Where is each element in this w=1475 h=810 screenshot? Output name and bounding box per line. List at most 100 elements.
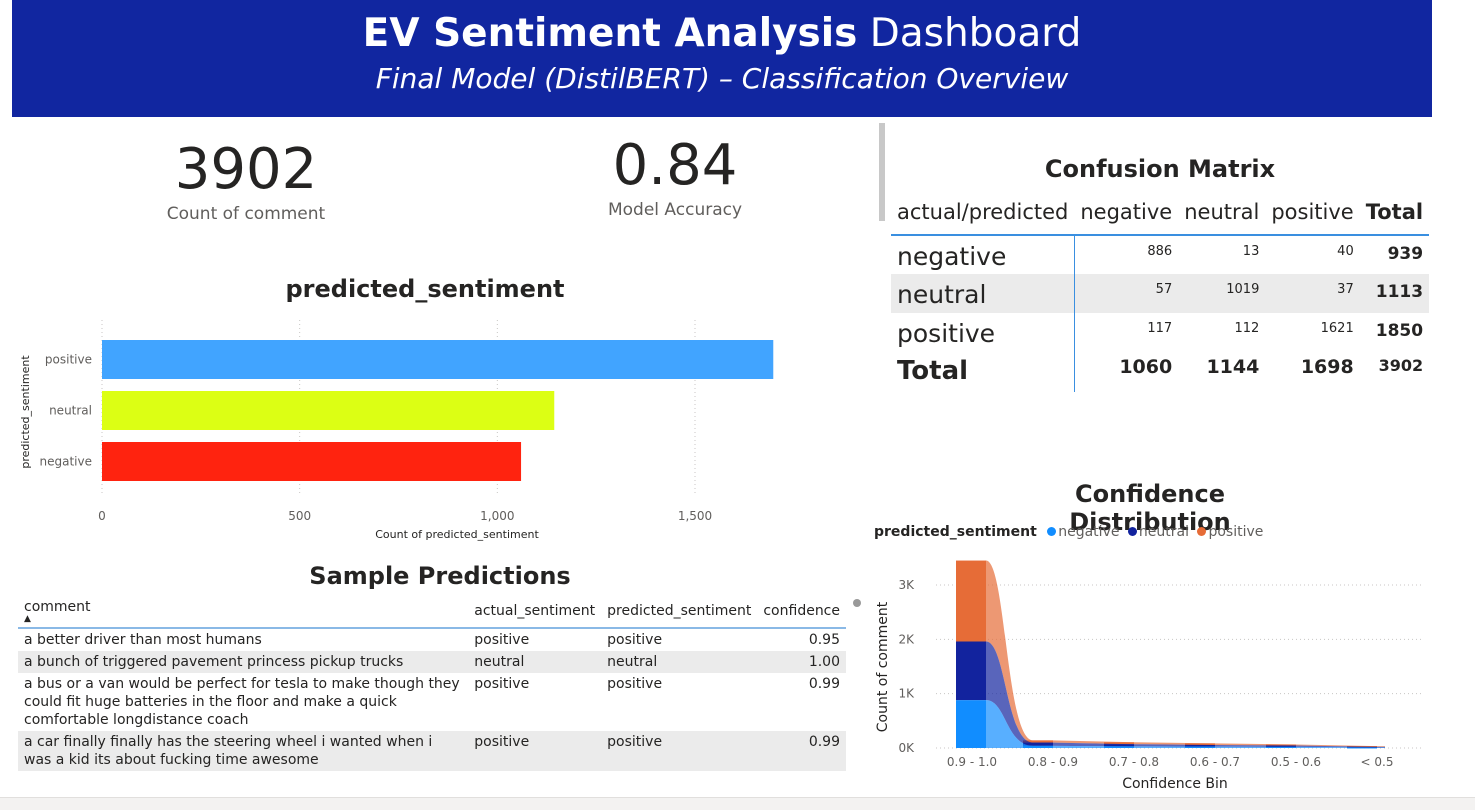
confidence-area-chart[interactable]: 0K 1K 2K 3K 0.9 - 1.0 0.8 - 0.9 0.7 - 0.8 0.6 … (868, 550, 1428, 795)
bar-x-axis-title: Count of predicted_sentiment (375, 528, 539, 541)
comment-cell: a car finally finally has the steering w… (24, 734, 433, 768)
matrix-grand-total: 3902 (1378, 356, 1424, 375)
confusion-matrix-title: Confusion Matrix (1044, 155, 1276, 183)
confidence-chart-title: Confidence Distribution (1069, 480, 1231, 536)
matrix-total-row: Total 1060 1144 1698 3902 (891, 352, 1429, 392)
predicted-cell: positive (607, 676, 663, 692)
conf-bin-positive (1023, 740, 1053, 743)
conf-bin-negative (1185, 746, 1215, 748)
bar-x-tick-label: 0 (98, 509, 106, 523)
table-row[interactable]: a better driver than most humans positiv… (18, 628, 846, 651)
bar-x-tick-label: 1,000 (480, 509, 514, 523)
matrix-row-label: positive (891, 313, 1075, 352)
col-header-comment[interactable]: comment ▲ (18, 595, 468, 628)
kpi-accuracy-card[interactable]: 0.84 Model Accuracy (575, 136, 775, 221)
conf-y-tick-label: 1K (898, 687, 915, 701)
matrix-row-negative: negative 886 13 40 939 (891, 235, 1429, 274)
kpi-count-label: Count of comment (166, 204, 326, 224)
scrollbar[interactable] (879, 123, 885, 221)
conf-y-tick-label: 2K (898, 632, 915, 646)
resize-handle[interactable] (853, 599, 861, 607)
actual-cell: positive (474, 734, 530, 750)
conf-x-tick-label: 0.8 - 0.9 (1028, 755, 1078, 769)
conf-area-neutral (986, 641, 1385, 748)
matrix-row-total: 1850 (1375, 321, 1424, 341)
header-banner: EV Sentiment Analysis Dashboard Final Mo… (12, 0, 1432, 117)
title-rest: Dashboard (869, 11, 1082, 56)
conf-bin-positive (956, 560, 986, 642)
conf-bin-neutral (1023, 742, 1053, 746)
matrix-cell: 40 (1337, 244, 1354, 259)
table-row[interactable]: a bus or a van would be perfect for tesl… (18, 673, 846, 731)
conf-x-tick-label: 0.5 - 0.6 (1271, 755, 1321, 769)
conf-bin-negative (1023, 745, 1053, 748)
dashboard-title: EV Sentiment Analysis Dashboard (12, 10, 1432, 58)
bar-category-label: negative (40, 455, 92, 469)
conf-y-tick-label: 0K (898, 741, 915, 755)
conf-bin-negative (1104, 746, 1134, 748)
matrix-total-cell: 1698 (1300, 356, 1354, 378)
table-header-row: comment ▲ actual_sentiment predicted_sent… (18, 595, 846, 628)
matrix-total-cell: 1144 (1206, 356, 1260, 378)
matrix-cell: 1019 (1226, 282, 1260, 297)
conf-x-tick-label: 0.6 - 0.7 (1190, 755, 1240, 769)
actual-cell: positive (474, 676, 530, 692)
matrix-total-label: Total (891, 352, 1075, 392)
matrix-cell: 37 (1337, 282, 1354, 297)
confidence-cell: 0.95 (808, 632, 840, 648)
matrix-header-positive[interactable]: positive (1271, 200, 1354, 224)
matrix-row-positive: positive 117 112 1621 1850 (891, 313, 1429, 352)
confidence-legend: predicted_sentiment negative neutral pos… (874, 524, 1263, 540)
matrix-cell: 57 (1155, 282, 1173, 297)
actual-cell: neutral (474, 654, 525, 670)
legend-dot-icon (1127, 527, 1137, 536)
bar-y-axis-title: predicted_sentiment (19, 355, 32, 469)
col-header-actual[interactable]: actual_sentiment (474, 603, 596, 619)
confidence-cell: 1.00 (808, 654, 840, 670)
bar-chart-title: predicted_sentiment (285, 275, 565, 303)
legend-item-neutral[interactable]: neutral (1124, 524, 1189, 540)
sample-predictions-title: Sample Predictions (309, 562, 571, 590)
legend-label: positive (1208, 524, 1264, 540)
conf-bin-positive (1104, 742, 1134, 745)
status-bar (0, 797, 1475, 810)
dashboard-subtitle: Final Model (DistilBERT) – Classificatio… (375, 62, 1069, 95)
kpi-accuracy-label: Model Accuracy (607, 200, 743, 220)
table-row[interactable]: a car finally finally has the steering w… (18, 731, 846, 771)
confidence-cell: 0.99 (808, 734, 840, 750)
predicted-sentiment-bar-chart[interactable]: positive neutral negative 0 500 1,000 1,500 C… (0, 305, 860, 550)
predicted-cell: positive (607, 632, 663, 648)
sort-ascending-icon[interactable]: ▲ (24, 614, 31, 624)
confidence-cell: 0.99 (808, 676, 840, 692)
matrix-cell: 1621 (1320, 321, 1354, 336)
matrix-header-total[interactable]: Total (1365, 200, 1424, 224)
conf-x-axis-title: Confidence Bin (1122, 776, 1228, 792)
conf-y-axis-title: Count of comment (875, 601, 891, 732)
sample-predictions-table[interactable]: comment ▲ actual_sentiment predicted_sent… (18, 595, 846, 771)
conf-bin-negative (1266, 746, 1296, 748)
conf-bin-positive (1347, 746, 1377, 748)
matrix-header-negative[interactable]: negative (1080, 200, 1173, 224)
bar-x-tick-label: 1,500 (678, 509, 712, 523)
legend-label: negative (1058, 524, 1120, 540)
kpi-count-card[interactable]: 3902 Count of comment (146, 137, 346, 225)
matrix-cell: 886 (1147, 244, 1173, 259)
legend-item-positive[interactable]: positive (1193, 524, 1263, 540)
bar-x-tick-label: 500 (288, 509, 311, 523)
predicted-cell: positive (607, 734, 663, 750)
col-header-predicted[interactable]: predicted_sentiment (607, 603, 752, 619)
conf-area-positive (986, 560, 1385, 747)
conf-bin-negative (956, 700, 986, 748)
table-row[interactable]: a bunch of triggered pavement princess p… (18, 651, 846, 673)
legend-title: predicted_sentiment (874, 524, 1037, 540)
predicted-cell: neutral (607, 654, 658, 670)
matrix-row-total: 939 (1387, 244, 1424, 264)
kpi-count-value: 3902 (174, 137, 318, 202)
confusion-matrix-table[interactable]: actual/predicted negative neutral positi… (891, 190, 1430, 392)
col-header-confidence[interactable]: confidence (763, 603, 840, 619)
conf-bin-neutral (1266, 745, 1296, 747)
conf-x-tick-label: < 0.5 (1361, 755, 1394, 769)
legend-dot-icon (1047, 527, 1057, 536)
matrix-header-neutral[interactable]: neutral (1184, 200, 1260, 224)
legend-item-negative[interactable]: negative (1041, 524, 1119, 540)
